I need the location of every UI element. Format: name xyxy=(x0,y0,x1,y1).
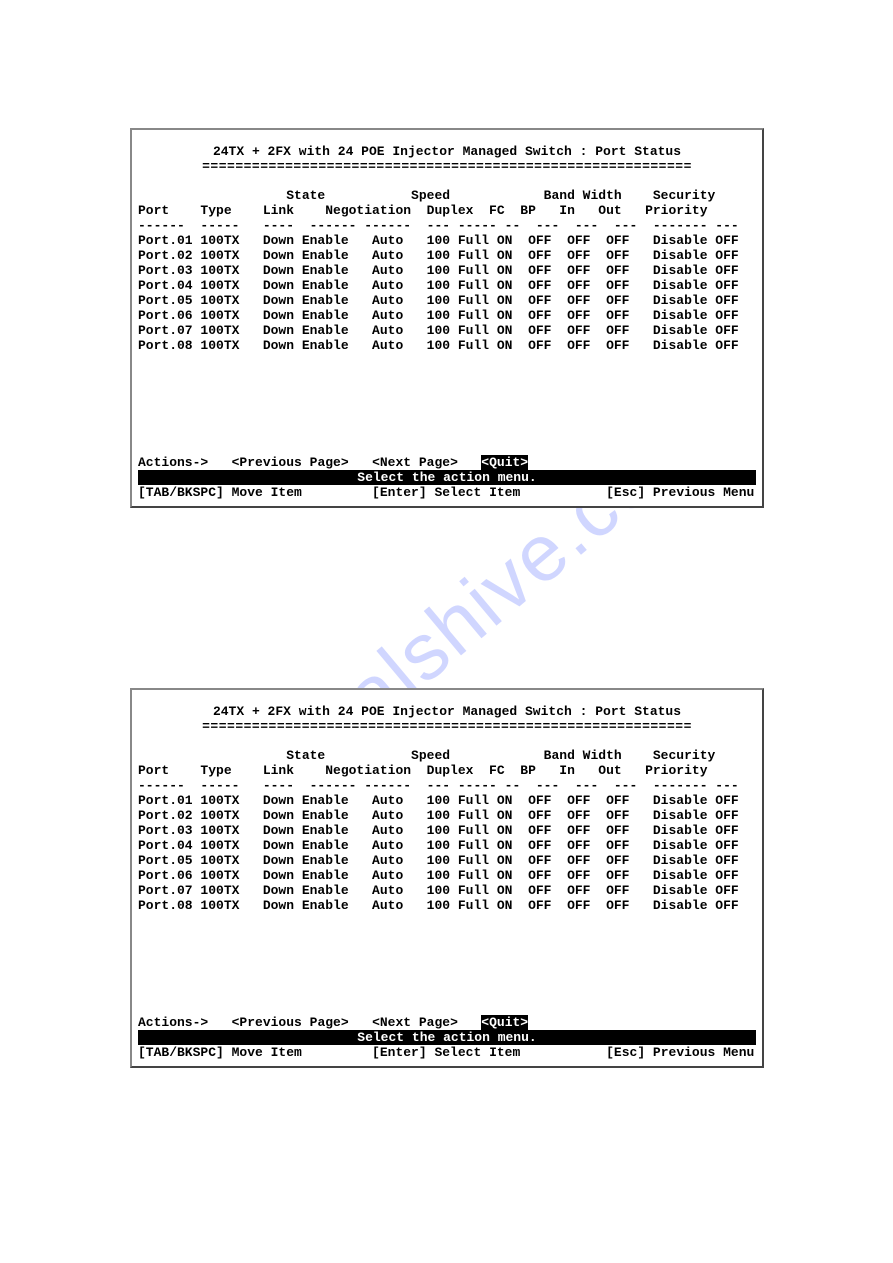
table-row: Port.02 100TX Down Enable Auto 100 Full … xyxy=(138,808,756,823)
status-bar: Select the action menu. xyxy=(138,1030,756,1045)
table-header-top: State Speed Band Width Security xyxy=(138,748,756,763)
terminal-window-1: 24TX + 2FX with 24 POE Injector Managed … xyxy=(130,128,764,508)
previous-page-button[interactable]: <Previous Page> xyxy=(232,1015,349,1030)
table-row: Port.08 100TX Down Enable Auto 100 Full … xyxy=(138,898,756,913)
table-row: Port.01 100TX Down Enable Auto 100 Full … xyxy=(138,793,756,808)
help-esc: [Esc] Previous Menu xyxy=(606,485,754,500)
help-tab: [TAB/BKSPC] Move Item xyxy=(138,1045,302,1060)
table-header-top: State Speed Band Width Security xyxy=(138,188,756,203)
next-page-button[interactable]: <Next Page> xyxy=(372,455,458,470)
help-enter: [Enter] Select Item xyxy=(372,1045,520,1060)
help-esc: [Esc] Previous Menu xyxy=(606,1045,754,1060)
table-row: Port.07 100TX Down Enable Auto 100 Full … xyxy=(138,883,756,898)
terminal-title-rule: ========================================… xyxy=(138,719,756,734)
table-header-bottom: Port Type Link Negotiation Duplex FC BP … xyxy=(138,203,756,218)
status-bar: Select the action menu. xyxy=(138,470,756,485)
actions-row: Actions-> <Previous Page> <Next Page> <Q… xyxy=(138,1015,756,1030)
table-row: Port.02 100TX Down Enable Auto 100 Full … xyxy=(138,248,756,263)
terminal-title-rule: ========================================… xyxy=(138,159,756,174)
table-header-bottom: Port Type Link Negotiation Duplex FC BP … xyxy=(138,763,756,778)
help-enter: [Enter] Select Item xyxy=(372,485,520,500)
table-row: Port.03 100TX Down Enable Auto 100 Full … xyxy=(138,263,756,278)
table-row: Port.03 100TX Down Enable Auto 100 Full … xyxy=(138,823,756,838)
table-row: Port.06 100TX Down Enable Auto 100 Full … xyxy=(138,868,756,883)
table-row: Port.07 100TX Down Enable Auto 100 Full … xyxy=(138,323,756,338)
help-row: [TAB/BKSPC] Move Item [Enter] Select Ite… xyxy=(138,485,756,500)
table-row: Port.06 100TX Down Enable Auto 100 Full … xyxy=(138,308,756,323)
previous-page-button[interactable]: <Previous Page> xyxy=(232,455,349,470)
quit-button[interactable]: <Quit> xyxy=(481,455,528,470)
quit-button[interactable]: <Quit> xyxy=(481,1015,528,1030)
table-row: Port.01 100TX Down Enable Auto 100 Full … xyxy=(138,233,756,248)
help-tab: [TAB/BKSPC] Move Item xyxy=(138,485,302,500)
table-row: Port.05 100TX Down Enable Auto 100 Full … xyxy=(138,293,756,308)
actions-label: Actions-> xyxy=(138,1015,208,1030)
actions-label: Actions-> xyxy=(138,455,208,470)
table-row: Port.04 100TX Down Enable Auto 100 Full … xyxy=(138,838,756,853)
table-row: Port.04 100TX Down Enable Auto 100 Full … xyxy=(138,278,756,293)
next-page-button[interactable]: <Next Page> xyxy=(372,1015,458,1030)
help-row: [TAB/BKSPC] Move Item [Enter] Select Ite… xyxy=(138,1045,756,1060)
table-row: Port.08 100TX Down Enable Auto 100 Full … xyxy=(138,338,756,353)
table-header-dashes: ------ ----- ---- ------ ------ --- ----… xyxy=(138,778,756,793)
actions-row: Actions-> <Previous Page> <Next Page> <Q… xyxy=(138,455,756,470)
table-row: Port.05 100TX Down Enable Auto 100 Full … xyxy=(138,853,756,868)
terminal-window-2: 24TX + 2FX with 24 POE Injector Managed … xyxy=(130,688,764,1068)
terminal-title: 24TX + 2FX with 24 POE Injector Managed … xyxy=(138,704,756,719)
terminal-title: 24TX + 2FX with 24 POE Injector Managed … xyxy=(138,144,756,159)
table-header-dashes: ------ ----- ---- ------ ------ --- ----… xyxy=(138,218,756,233)
